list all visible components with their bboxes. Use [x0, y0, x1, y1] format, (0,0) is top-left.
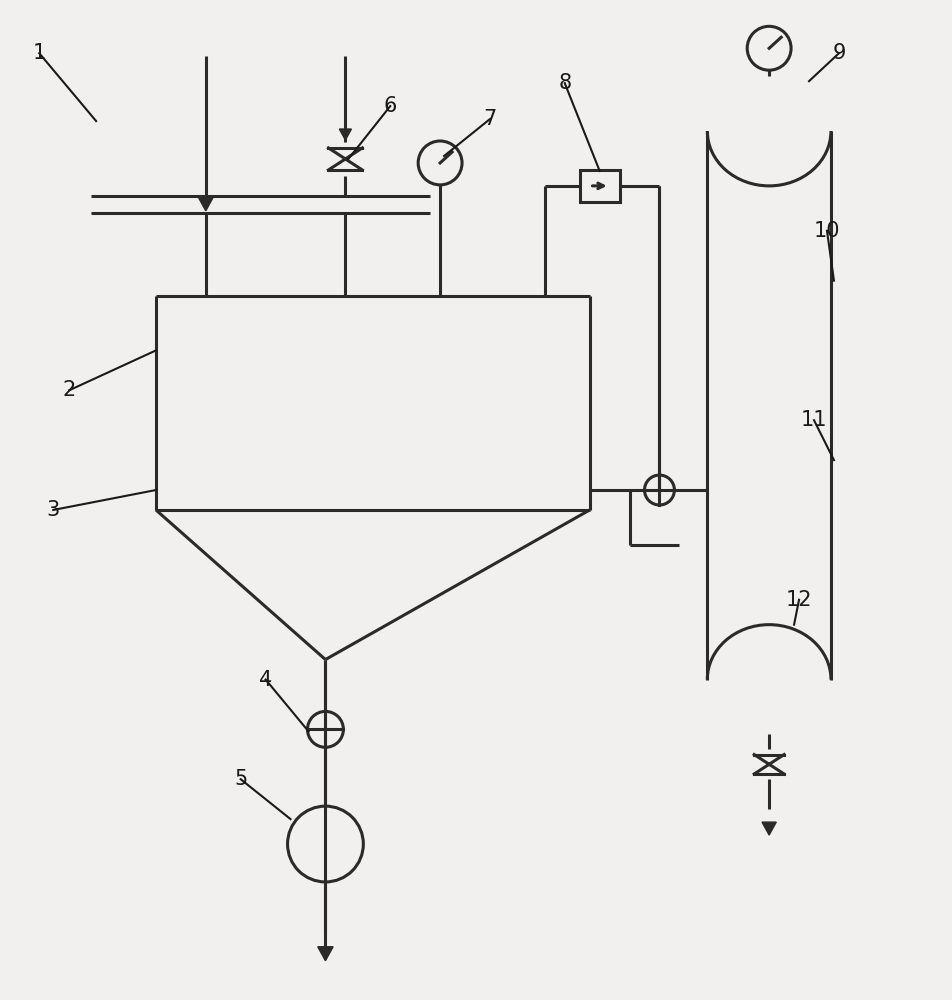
Text: 3: 3 [47, 500, 60, 520]
Text: 1: 1 [32, 43, 46, 63]
Text: 10: 10 [814, 221, 841, 241]
Text: 8: 8 [558, 73, 571, 93]
Text: 12: 12 [785, 590, 812, 610]
Text: 5: 5 [234, 769, 248, 789]
Bar [580, 170, 620, 202]
Polygon shape [339, 129, 351, 140]
Text: 11: 11 [801, 410, 827, 430]
Polygon shape [199, 198, 213, 211]
Polygon shape [762, 822, 776, 835]
Text: 2: 2 [63, 380, 76, 400]
Polygon shape [318, 947, 333, 961]
Text: 9: 9 [832, 43, 845, 63]
Text: 6: 6 [384, 96, 397, 116]
Text: 7: 7 [484, 109, 497, 129]
Text: 4: 4 [259, 670, 272, 690]
